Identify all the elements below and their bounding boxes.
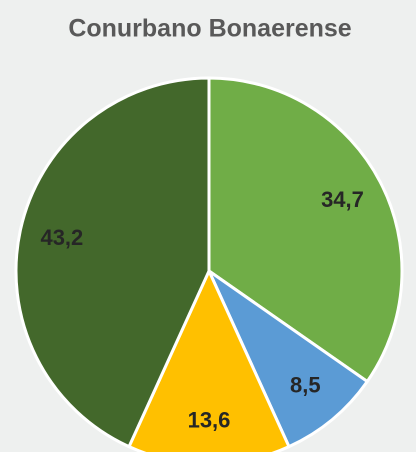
- data-label: 43,2: [40, 225, 83, 250]
- data-label: 8,5: [290, 373, 321, 398]
- pie-slice: [207, 76, 404, 383]
- pie-slice: [14, 76, 211, 449]
- data-label: 34,7: [321, 187, 364, 212]
- pie-slice: [207, 269, 369, 449]
- data-label: 13,6: [188, 407, 231, 432]
- chart-title: Conurbano Bonaerense: [68, 15, 351, 43]
